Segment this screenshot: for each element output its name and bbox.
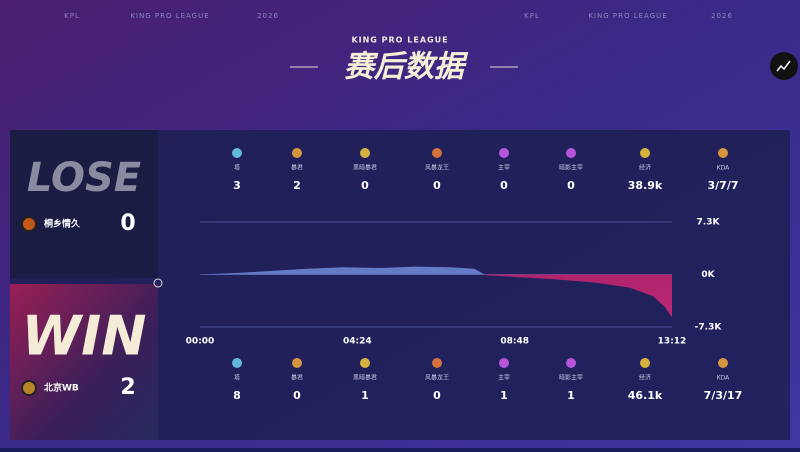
stat-label: 主宰 xyxy=(498,164,510,172)
stat-icon xyxy=(566,358,576,368)
stat-icon xyxy=(360,358,370,368)
x-tick-label: 00:00 xyxy=(186,337,215,347)
stat-icon xyxy=(566,148,576,158)
stat-label: KDA xyxy=(717,165,730,172)
stat-label: 黑暗暴君 xyxy=(353,374,377,382)
watermark: 2026 xyxy=(711,12,733,20)
stat-value: 46.1k xyxy=(628,389,663,402)
league-name: KING PRO LEAGUE xyxy=(351,36,448,45)
stat-label: 暴君 xyxy=(291,165,303,172)
stat-icon xyxy=(718,358,728,368)
stat-value: 1 xyxy=(361,389,369,402)
team-name: 桐乡情久 xyxy=(44,218,81,230)
stat-label: 风暴龙王 xyxy=(425,374,449,382)
stat-label: 塔 xyxy=(234,374,240,382)
stat-value: 0 xyxy=(500,179,508,192)
team-score: 2 xyxy=(120,375,135,400)
stat-value: 0 xyxy=(433,179,441,192)
stat-value: 1 xyxy=(500,389,508,402)
stat-label: 塔 xyxy=(234,164,240,172)
stat-label: 暴君 xyxy=(291,375,303,382)
x-tick-label: 08:48 xyxy=(500,337,529,347)
y-tick-label: 0K xyxy=(701,270,715,280)
menu-icon xyxy=(776,60,791,72)
watermark: KPL xyxy=(64,12,80,20)
stat-value: 8 xyxy=(233,389,241,402)
stat-icon xyxy=(292,148,302,158)
team-logo xyxy=(21,380,37,396)
menu-button[interactable] xyxy=(770,52,798,80)
x-tick-label: 04:24 xyxy=(343,337,372,347)
stat-value: 2 xyxy=(293,179,301,192)
divider-dot xyxy=(153,278,163,288)
match-result: WIN xyxy=(22,305,147,368)
stat-value: 0 xyxy=(293,389,301,402)
win-panel xyxy=(10,284,158,440)
stat-label: 暗影主宰 xyxy=(559,164,583,172)
y-tick-label: -7.3K xyxy=(695,323,723,333)
stat-icon xyxy=(360,148,370,158)
stat-icon xyxy=(292,358,302,368)
stat-label: 黑暗暴君 xyxy=(353,164,377,172)
team-logo xyxy=(21,216,37,232)
y-tick-label: 7.3K xyxy=(697,218,721,228)
watermark: KING PRO LEAGUE xyxy=(130,12,209,20)
stat-icon xyxy=(718,148,728,158)
stat-icon xyxy=(640,148,650,158)
page-title: 赛后数据 xyxy=(344,50,469,85)
stat-value: 38.9k xyxy=(628,179,663,192)
team-name: 北京WB xyxy=(44,382,79,394)
stat-value: 0 xyxy=(361,179,369,192)
stat-value: 0 xyxy=(433,389,441,402)
team-score: 0 xyxy=(120,211,135,236)
match-result: LOSE xyxy=(27,155,141,201)
stat-label: 经济 xyxy=(639,374,651,382)
stat-label: 主宰 xyxy=(498,374,510,382)
stat-label: 暗影主宰 xyxy=(559,374,583,382)
stat-icon xyxy=(432,148,442,158)
stat-value: 3/7/7 xyxy=(708,179,739,192)
stat-icon xyxy=(640,358,650,368)
stat-icon xyxy=(232,148,242,158)
stat-value: 0 xyxy=(567,179,575,192)
lose-panel xyxy=(10,130,158,278)
stat-label: KDA xyxy=(717,375,730,382)
stat-icon xyxy=(432,358,442,368)
watermark: 2026 xyxy=(257,12,279,20)
stat-label: 经济 xyxy=(639,164,651,172)
stat-value: 3 xyxy=(233,179,241,192)
stat-value: 7/3/17 xyxy=(704,389,743,402)
watermark: KPL xyxy=(524,12,540,20)
stat-label: 风暴龙王 xyxy=(425,164,449,172)
watermark: KING PRO LEAGUE xyxy=(588,12,667,20)
x-tick-label: 13:12 xyxy=(658,337,687,347)
stat-value: 1 xyxy=(567,389,575,402)
stat-icon xyxy=(499,148,509,158)
stat-icon xyxy=(499,358,509,368)
stat-icon xyxy=(232,358,242,368)
